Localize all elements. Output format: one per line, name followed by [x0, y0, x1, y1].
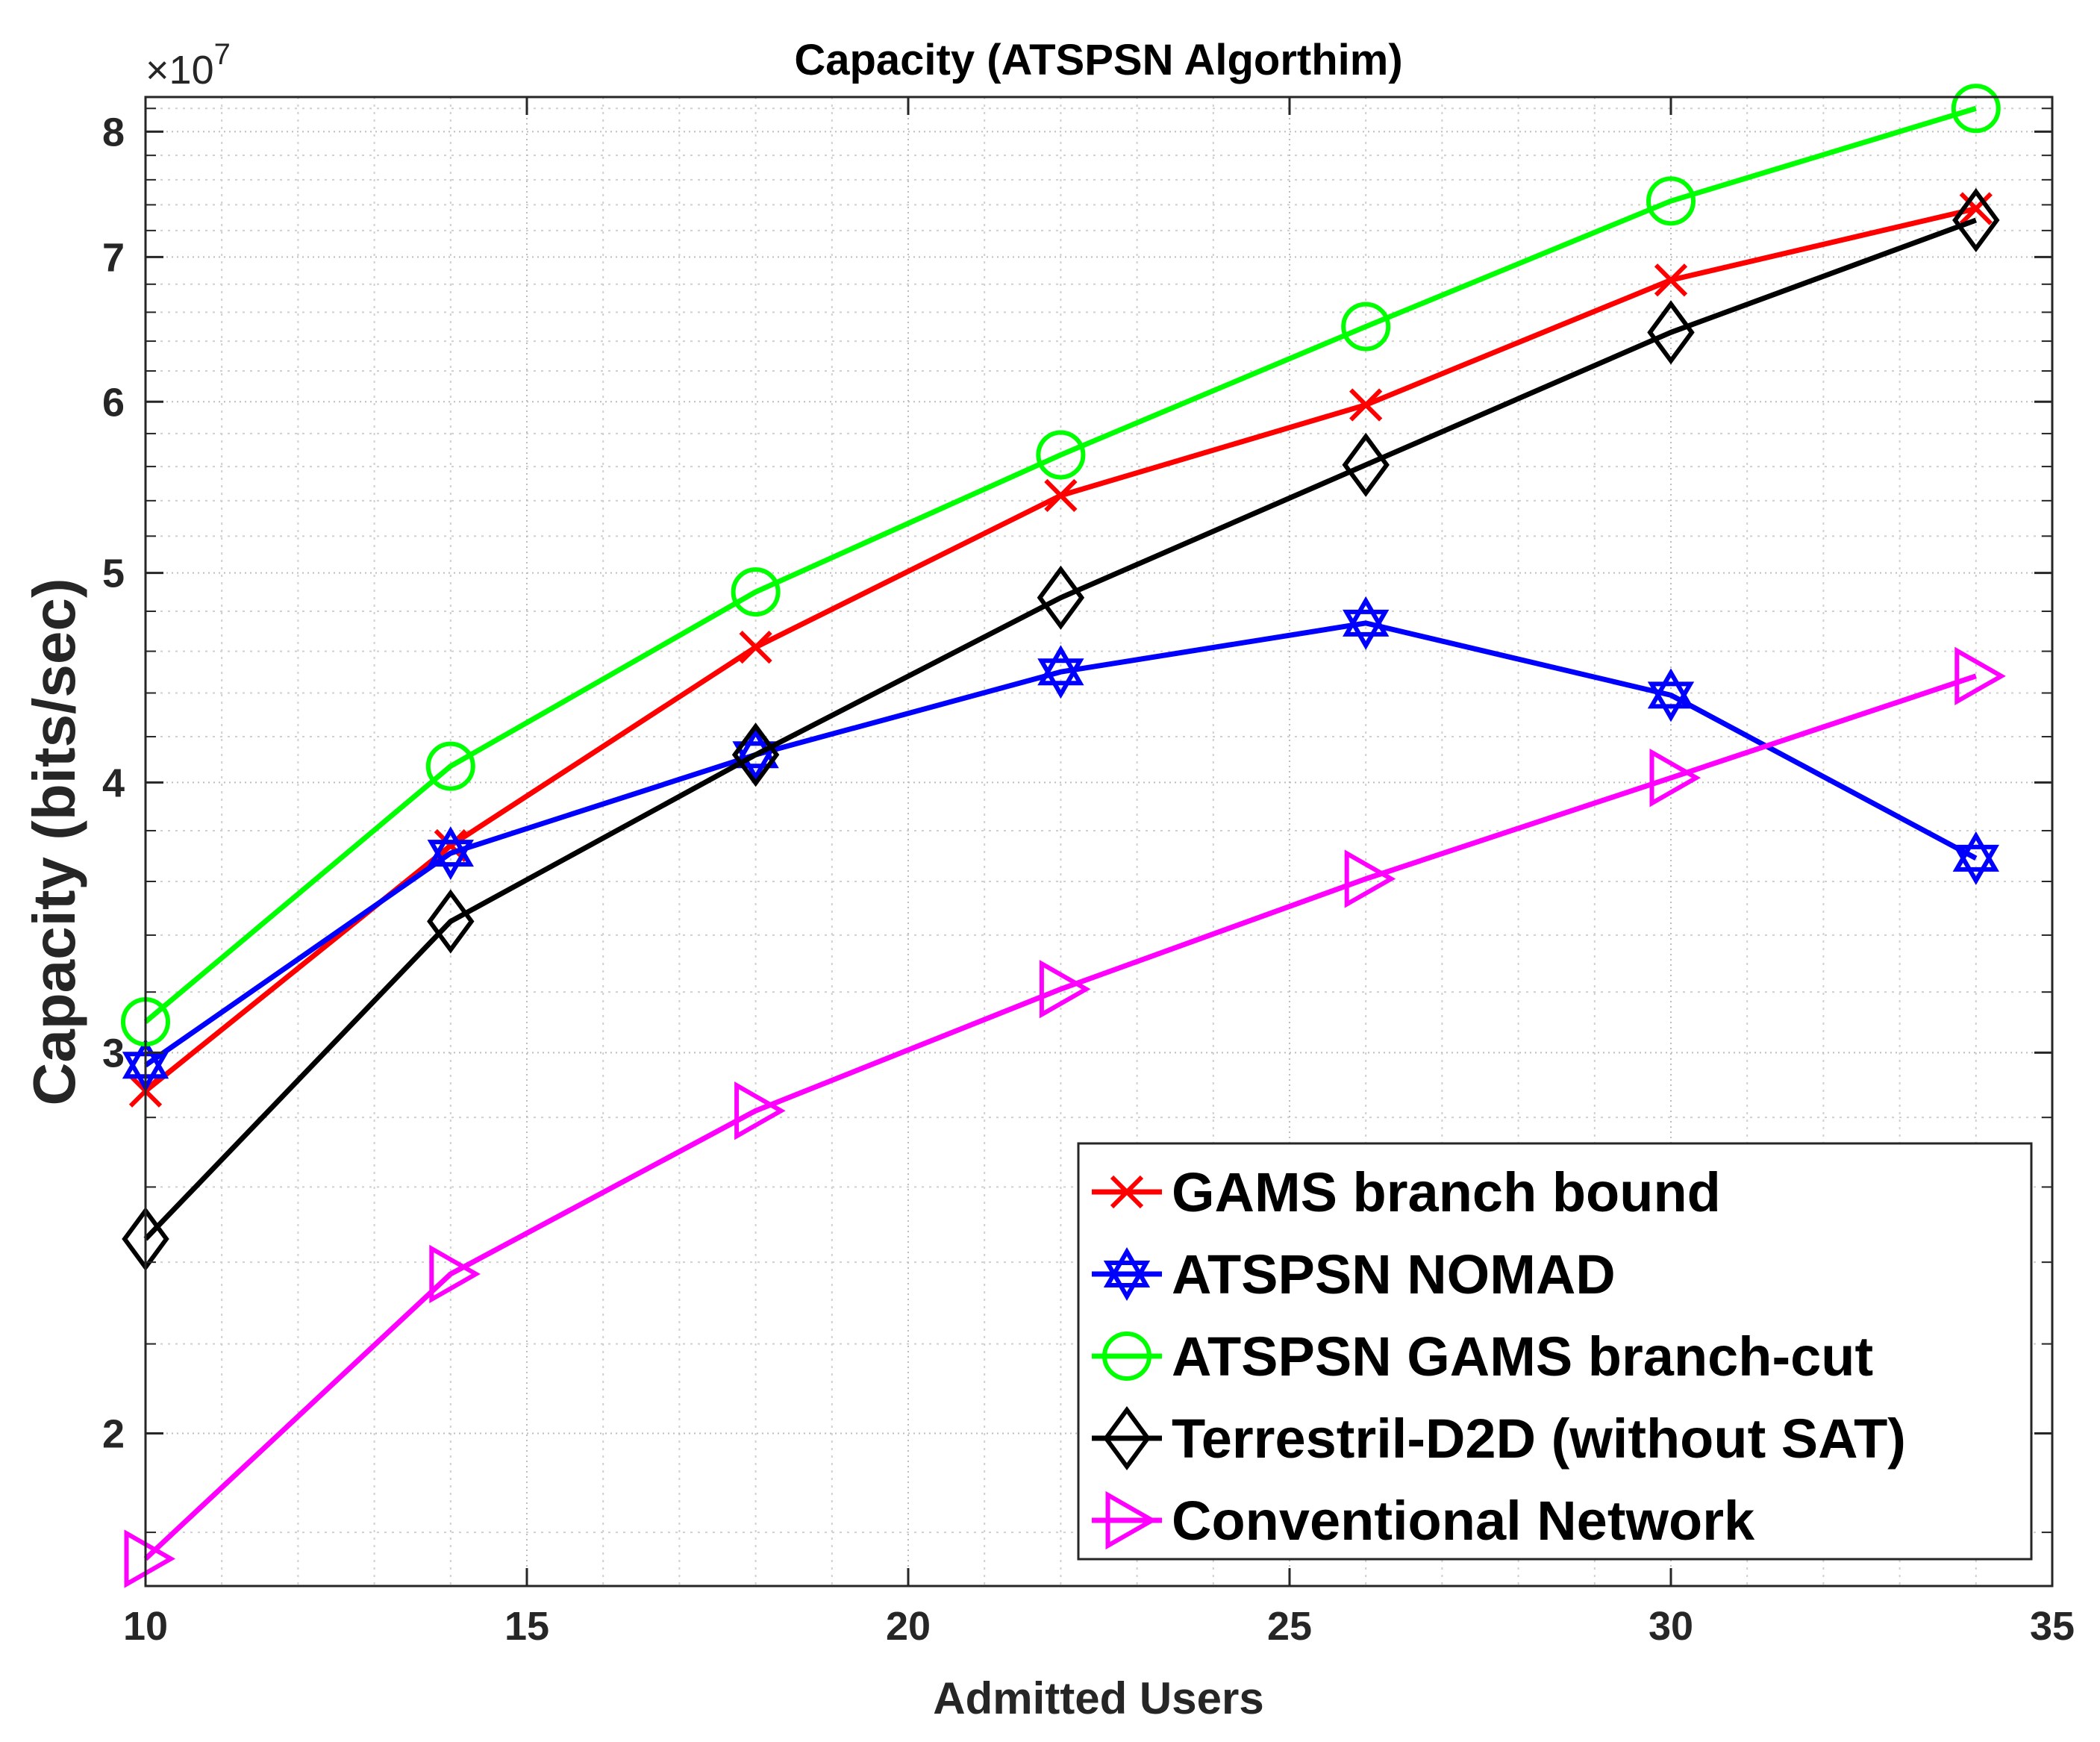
data-point-series-1 — [1349, 388, 1383, 422]
x-axis-label: Admitted Users — [933, 1673, 1263, 1723]
legend-label: ATSPSN GAMS branch-cut — [1172, 1326, 1873, 1387]
data-point-series-3 — [1951, 84, 2001, 134]
series-layer — [121, 84, 2006, 1588]
legend-marker — [1103, 1246, 1151, 1302]
data-point-series-2 — [1647, 668, 1695, 722]
y-tick-label: 4 — [102, 761, 125, 805]
legend-marker — [1103, 1405, 1151, 1471]
legend-marker — [1105, 1490, 1157, 1550]
data-point-series-4 — [1952, 187, 2000, 253]
legend-label: Terrestril-D2D (without SAT) — [1172, 1408, 1906, 1470]
data-point-series-2 — [1952, 831, 1999, 885]
x-tick-label: 20 — [886, 1604, 931, 1649]
data-point-series-4 — [1342, 432, 1390, 497]
data-point-series-5 — [1649, 748, 1701, 808]
x-tick-label: 30 — [1649, 1604, 1693, 1649]
data-point-series-4 — [427, 889, 475, 954]
series-line-2 — [144, 620, 1978, 1068]
data-point-series-4 — [1647, 300, 1695, 365]
y-multiplier-base: ×10 — [146, 48, 214, 93]
data-point-series-2 — [427, 826, 474, 881]
legend-label: GAMS branch bound — [1172, 1161, 1721, 1223]
legend-marker — [1102, 1332, 1151, 1381]
series-line-4 — [143, 217, 1978, 1241]
chart-title: Capacity (ATSPSN Algorthim) — [794, 36, 1402, 84]
x-tick-label: 15 — [504, 1604, 549, 1649]
data-point-series-4 — [731, 722, 780, 787]
legend-label: ATSPSN NOMAD — [1172, 1243, 1616, 1305]
data-point-series-2 — [1037, 645, 1084, 699]
legend-marker — [1110, 1175, 1144, 1209]
y-tick-label: 7 — [102, 235, 125, 280]
plot-frame — [144, 96, 2054, 1588]
data-point-series-1 — [1959, 192, 1993, 225]
data-point-series-3 — [731, 567, 781, 617]
data-point-series-5 — [429, 1244, 481, 1304]
y-tick-label: 5 — [102, 552, 125, 596]
data-point-series-3 — [1036, 430, 1086, 480]
y-tick-label: 3 — [102, 1031, 125, 1076]
data-point-series-1 — [1044, 478, 1078, 512]
y-tick-label: 8 — [102, 110, 125, 154]
x-tick-label: 25 — [1267, 1604, 1312, 1649]
y-tick-label: 6 — [102, 380, 125, 425]
data-point-series-3 — [1341, 302, 1391, 352]
legend-label: Conventional Network — [1172, 1490, 1755, 1552]
x-tick-label: 10 — [123, 1604, 168, 1649]
data-point-series-5 — [1039, 960, 1091, 1019]
x-tick-label: 35 — [2030, 1604, 2075, 1649]
data-point-series-3 — [1646, 176, 1696, 226]
data-point-series-4 — [1037, 565, 1085, 630]
data-point-series-5 — [1954, 646, 2006, 706]
data-point-series-5 — [1344, 849, 1396, 908]
data-point-series-3 — [425, 741, 475, 791]
y-axis-label: Capacity (bits/sec) — [21, 578, 87, 1106]
y-axis-multiplier: ×107 — [146, 38, 231, 93]
data-point-series-1 — [1654, 263, 1688, 297]
ticks-layer: 10 15 20 25 30 35 2 3 4 5 6 7 8 — [102, 97, 2075, 1649]
data-point-series-2 — [1343, 596, 1390, 650]
series-line-5 — [143, 673, 1977, 1561]
data-point-series-5 — [734, 1081, 786, 1140]
data-point-series-1 — [739, 630, 772, 664]
legend: GAMS branch bound ATSPSN NOMAD ATSPSN GAMS… — [1077, 1142, 2033, 1561]
y-tick-label: 2 — [102, 1412, 125, 1457]
data-point-series-5 — [124, 1529, 176, 1588]
legend-box — [1077, 1142, 2033, 1561]
y-multiplier-exponent: 7 — [214, 38, 231, 71]
series-line-3 — [143, 105, 1977, 1024]
